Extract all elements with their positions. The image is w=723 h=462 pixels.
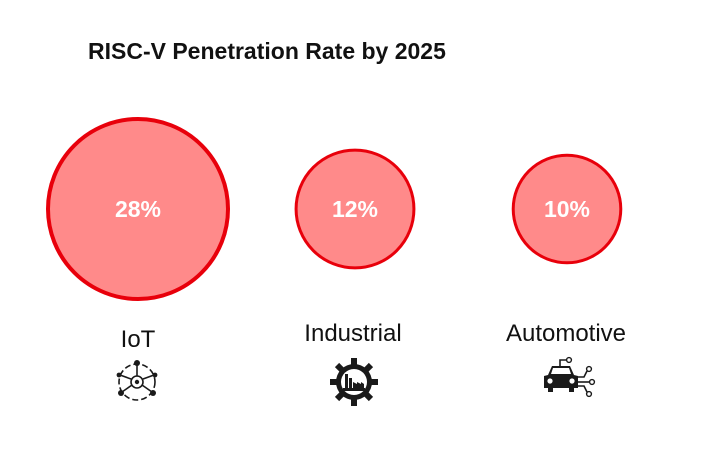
connected-car-icon — [544, 356, 596, 398]
iot-network-icon — [116, 360, 158, 401]
bubble-automotive — [511, 153, 623, 265]
category-label-automotive: Automotive — [505, 320, 627, 347]
factory-gear-icon — [330, 358, 378, 406]
bubble-industrial — [294, 148, 416, 270]
bubble-iot — [46, 117, 230, 301]
data-label-automotive: 10% — [544, 196, 590, 222]
chart-title: RISC-V Penetration Rate by 2025 — [88, 38, 446, 64]
data-label-iot: 28% — [115, 196, 161, 222]
data-label-industrial: 12% — [332, 196, 378, 222]
category-label-iot: IoT — [120, 326, 156, 353]
category-label-industrial: Industrial — [304, 320, 402, 347]
